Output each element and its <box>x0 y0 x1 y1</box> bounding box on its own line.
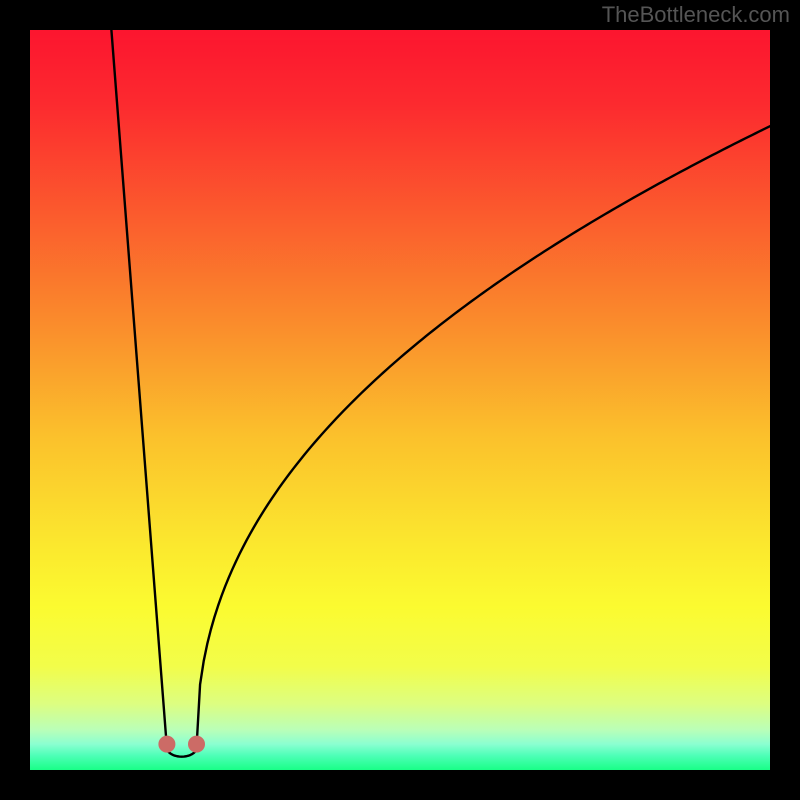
bottleneck-chart <box>30 30 770 770</box>
watermark-text: TheBottleneck.com <box>602 2 790 28</box>
minimum-marker-0 <box>159 736 175 752</box>
chart-frame: TheBottleneck.com <box>0 0 800 800</box>
minimum-marker-1 <box>189 736 205 752</box>
